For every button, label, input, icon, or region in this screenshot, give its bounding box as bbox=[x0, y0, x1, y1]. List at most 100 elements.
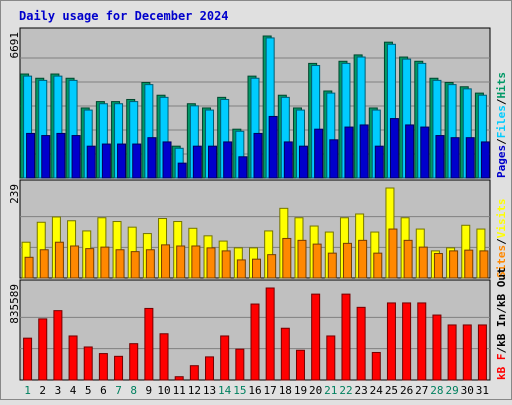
x-tick-label-day-23: 23 bbox=[355, 384, 368, 397]
bar-pages-day-31 bbox=[480, 141, 490, 179]
bar-kb-f-day-14 bbox=[220, 335, 230, 381]
legend-kbytes: kB F/kB In/kB Out bbox=[495, 267, 508, 380]
bar-sites-day-20 bbox=[312, 243, 322, 279]
x-tick-label-day-9: 9 bbox=[146, 384, 153, 397]
bar-sites-day-4 bbox=[70, 245, 80, 279]
bar-pages-day-9 bbox=[147, 137, 157, 179]
x-tick-label-day-24: 24 bbox=[370, 384, 384, 397]
bar-sites-day-2 bbox=[39, 249, 49, 279]
bar-pages-day-16 bbox=[253, 132, 263, 179]
x-tick-label-day-8: 8 bbox=[130, 384, 137, 397]
x-tick-label-day-26: 26 bbox=[400, 384, 413, 397]
legend-entry: Sites bbox=[495, 245, 508, 278]
bar-pages-day-1 bbox=[26, 132, 36, 179]
bar-pages-day-18 bbox=[283, 141, 293, 179]
bar-sites-day-21 bbox=[327, 252, 337, 279]
legend-entry: Pages bbox=[495, 145, 508, 178]
bar-pages-day-30 bbox=[465, 137, 475, 179]
bar-kb-f-day-22 bbox=[341, 293, 351, 381]
x-tick-label-day-7: 7 bbox=[115, 384, 122, 397]
bar-pages-day-20 bbox=[314, 128, 324, 179]
y-max-label-kbytes: 835589 bbox=[8, 284, 21, 324]
legend-entry: Visits bbox=[495, 199, 508, 239]
bar-pages-day-10 bbox=[162, 141, 172, 179]
legend-entry: Hits bbox=[495, 72, 508, 99]
legend-entry: kB Out bbox=[495, 267, 508, 307]
x-tick-label-day-4: 4 bbox=[70, 384, 77, 397]
bar-pages-day-29 bbox=[450, 137, 460, 179]
bar-pages-day-21 bbox=[329, 139, 339, 179]
bar-kb-f-day-10 bbox=[159, 333, 169, 381]
bar-sites-day-6 bbox=[100, 246, 110, 279]
bar-kb-f-day-1 bbox=[23, 337, 33, 381]
bar-sites-day-26 bbox=[403, 239, 413, 279]
bar-kb-f-day-19 bbox=[295, 349, 305, 381]
x-tick-label-day-10: 10 bbox=[157, 384, 170, 397]
x-tick-label-day-25: 25 bbox=[385, 384, 398, 397]
bar-sites-day-8 bbox=[130, 251, 140, 279]
bar-kb-f-day-9 bbox=[144, 307, 154, 381]
x-tick-label-day-18: 18 bbox=[279, 384, 292, 397]
x-tick-label-day-30: 30 bbox=[461, 384, 474, 397]
bar-sites-day-30 bbox=[464, 249, 474, 279]
bar-kb-f-day-31 bbox=[477, 324, 487, 381]
bar-pages-day-23 bbox=[359, 124, 369, 179]
bar-kb-f-day-29 bbox=[447, 324, 457, 381]
bar-kb-f-day-2 bbox=[38, 318, 48, 381]
bar-pages-day-4 bbox=[71, 135, 81, 179]
bar-kb-f-day-25 bbox=[386, 302, 396, 381]
legend-separator: / bbox=[495, 347, 508, 354]
x-tick-label-day-28: 28 bbox=[430, 384, 443, 397]
legend-visits-sites: Sites/Visits bbox=[495, 199, 508, 279]
chart-title: Daily usage for December 2024 bbox=[19, 9, 229, 23]
bar-sites-day-31 bbox=[479, 250, 489, 279]
bar-pages-day-24 bbox=[374, 145, 384, 179]
legend-entry: kB In bbox=[495, 314, 508, 347]
bar-sites-day-23 bbox=[358, 239, 368, 279]
bar-kb-f-day-17 bbox=[265, 287, 275, 381]
x-tick-label-day-16: 16 bbox=[248, 384, 261, 397]
legend-entry: Files bbox=[495, 105, 508, 138]
x-tick-label-day-22: 22 bbox=[339, 384, 352, 397]
bar-sites-day-10 bbox=[161, 244, 171, 279]
x-tick-label-day-2: 2 bbox=[39, 384, 46, 397]
bar-sites-day-14 bbox=[221, 250, 231, 279]
bar-sites-day-25 bbox=[388, 228, 398, 279]
bar-pages-day-3 bbox=[56, 132, 66, 179]
bar-sites-day-19 bbox=[297, 239, 307, 279]
bar-sites-day-12 bbox=[191, 245, 201, 279]
bar-kb-f-day-21 bbox=[326, 335, 336, 381]
x-tick-label-day-14: 14 bbox=[218, 384, 232, 397]
x-tick-label-day-20: 20 bbox=[309, 384, 322, 397]
bar-kb-f-day-12 bbox=[189, 365, 199, 381]
x-tick-label-day-1: 1 bbox=[24, 384, 31, 397]
bar-sites-day-17 bbox=[267, 254, 277, 279]
x-tick-label-day-31: 31 bbox=[476, 384, 489, 397]
bar-sites-day-15 bbox=[236, 259, 246, 279]
bar-pages-day-13 bbox=[208, 145, 218, 179]
bar-pages-day-7 bbox=[117, 143, 127, 179]
legend-separator: / bbox=[495, 307, 508, 314]
x-tick-label-day-11: 11 bbox=[173, 384, 186, 397]
bar-sites-day-11 bbox=[176, 245, 186, 279]
bar-sites-day-3 bbox=[54, 241, 64, 279]
bar-sites-day-13 bbox=[206, 247, 216, 279]
x-tick-label-day-19: 19 bbox=[294, 384, 307, 397]
bar-kb-f-day-24 bbox=[371, 351, 381, 381]
bar-pages-day-26 bbox=[405, 124, 415, 179]
bar-sites-day-29 bbox=[449, 250, 459, 279]
x-tick-label-day-5: 5 bbox=[85, 384, 92, 397]
bar-kb-f-day-23 bbox=[356, 306, 366, 381]
bar-sites-day-5 bbox=[85, 248, 95, 279]
bar-kb-f-day-3 bbox=[53, 310, 63, 381]
bar-pages-day-19 bbox=[298, 145, 308, 179]
bar-pages-day-12 bbox=[192, 145, 202, 179]
bar-sites-day-16 bbox=[252, 258, 261, 279]
x-tick-label-day-13: 13 bbox=[203, 384, 216, 397]
bar-kb-f-day-15 bbox=[235, 348, 245, 381]
bar-kb-f-day-8 bbox=[129, 343, 139, 381]
x-tick-label-day-17: 17 bbox=[264, 384, 277, 397]
bar-sites-day-9 bbox=[145, 249, 155, 279]
bar-kb-f-day-6 bbox=[98, 353, 108, 381]
